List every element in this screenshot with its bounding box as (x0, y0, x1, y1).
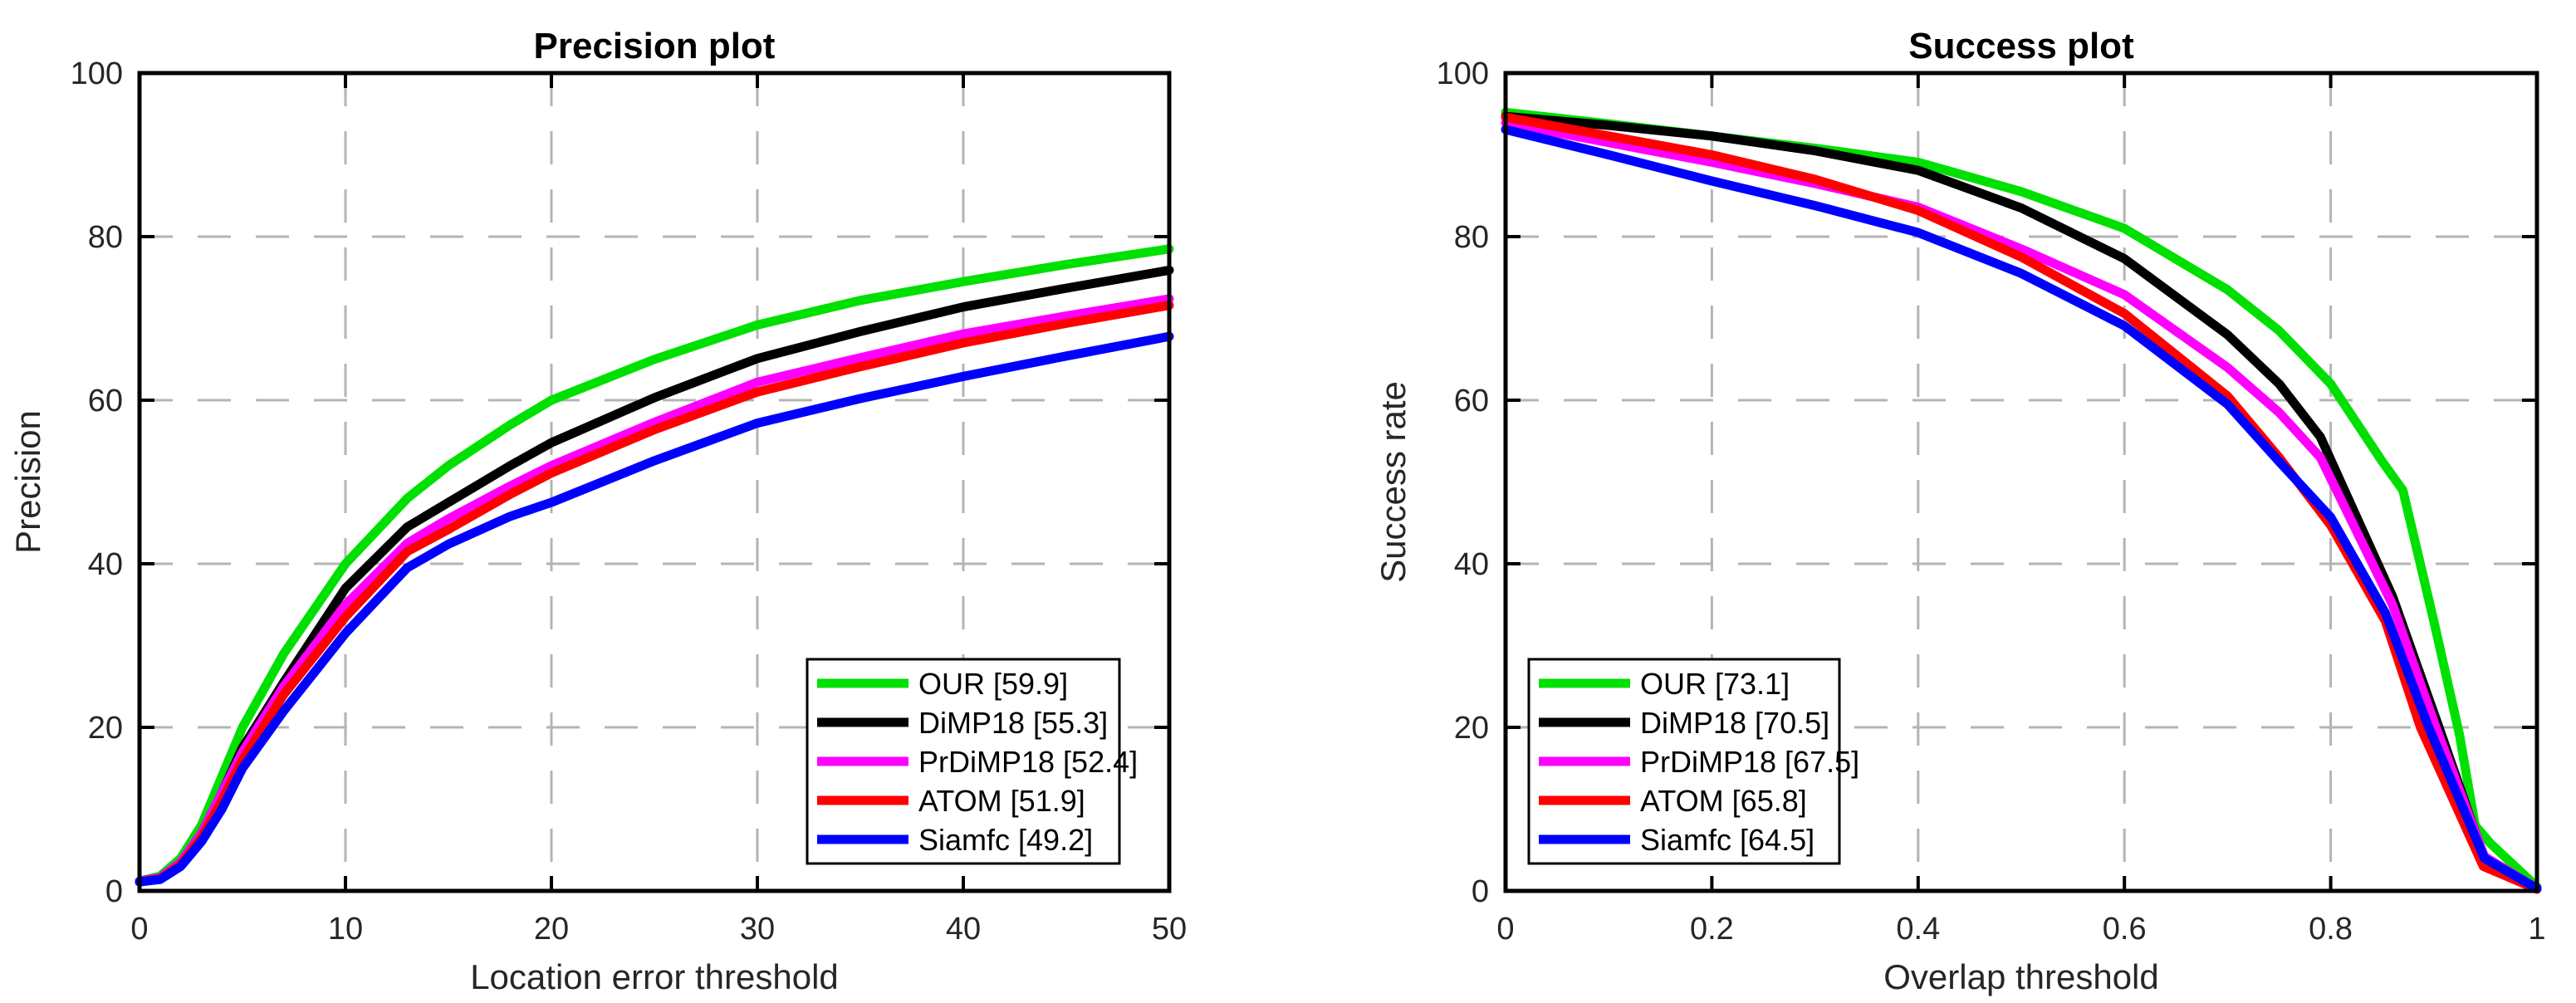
x-tick-label: 0.4 (1896, 912, 1940, 947)
x-axis-label: Overlap threshold (1883, 957, 2159, 996)
x-tick-label: 40 (946, 912, 981, 947)
x-tick-label: 0.2 (1690, 912, 1734, 947)
series-line-PrDiMP18 (1501, 118, 2542, 893)
y-tick-label: 80 (88, 220, 123, 255)
chart-title: Precision plot (534, 26, 776, 66)
legend-label: OUR [59.9] (918, 667, 1068, 701)
legend-label: DiMP18 [55.3] (918, 706, 1108, 740)
axis-box (137, 71, 1172, 893)
legend-label: PrDiMP18 [67.5] (1640, 745, 1859, 779)
x-tick-label: 50 (1152, 912, 1187, 947)
legend-label: Siamfc [64.5] (1640, 823, 1814, 857)
legend-label: PrDiMP18 [52.4] (918, 745, 1138, 779)
x-tick-label: 10 (328, 912, 363, 947)
series-line-ATOM (1501, 112, 2542, 894)
success-plot: 0 0.2 0.4 0.6 0.8 1 0 20 40 60 80 100 Success plot Ov… (1374, 26, 2546, 996)
precision-plot: 0 10 20 30 40 50 0 20 40 60 80 100 Precision plot Loc… (8, 26, 1187, 996)
legend-label: ATOM [51.9] (918, 784, 1085, 818)
legend-label: Siamfc [49.2] (918, 823, 1093, 857)
x-tick-label: 1 (2528, 912, 2545, 947)
x-axis-label: Location error threshold (470, 957, 839, 996)
series-line-Siamfc (1501, 125, 2542, 893)
x-tick-label: 30 (740, 912, 775, 947)
chart-title: Success plot (1908, 26, 2134, 66)
y-tick-label: 20 (1454, 711, 1489, 746)
x-tick-label: 20 (534, 912, 569, 947)
x-tick-label: 0.8 (2309, 912, 2353, 947)
y-tick-label: 60 (1454, 384, 1489, 418)
y-tick-label: 40 (88, 547, 123, 582)
y-tick-label: 20 (88, 711, 123, 746)
legend-label: ATOM [65.8] (1640, 784, 1807, 818)
legend-label: DiMP18 [70.5] (1640, 706, 1829, 740)
y-axis-label: Precision (8, 410, 47, 554)
x-tick-label: 0 (1496, 912, 1514, 947)
y-axis-label: Success rate (1374, 381, 1413, 583)
y-tick-label: 0 (105, 874, 123, 909)
y-tick-label: 80 (1454, 220, 1489, 255)
x-tick-label: 0 (130, 912, 148, 947)
axis-box (1503, 71, 2539, 893)
legend-label: OUR [73.1] (1640, 667, 1790, 701)
series-line-Siamfc (135, 331, 1174, 887)
x-tick-label: 0.6 (2103, 912, 2147, 947)
y-tick-label: 60 (88, 384, 123, 418)
y-tick-label: 100 (1437, 56, 1489, 91)
y-tick-label: 100 (71, 56, 123, 91)
y-tick-label: 40 (1454, 547, 1489, 582)
y-tick-label: 0 (1472, 874, 1489, 909)
